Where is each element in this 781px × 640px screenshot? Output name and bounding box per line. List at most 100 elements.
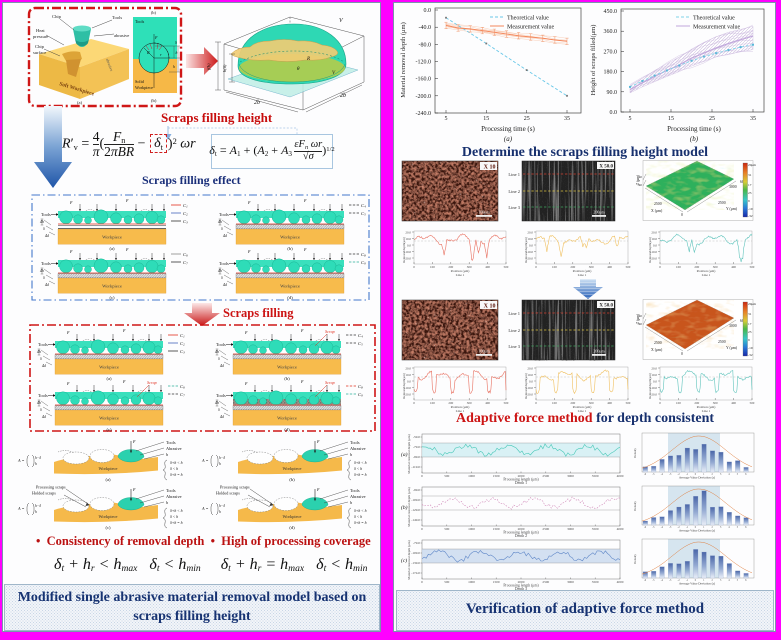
svg-text:Workpiece: Workpiece	[102, 235, 122, 240]
svg-text:δ+h = h: δ+h = h	[354, 521, 367, 525]
svg-text:-149.0: -149.0	[411, 518, 420, 522]
svg-text:F: F	[300, 379, 304, 384]
svg-text:-10.0: -10.0	[650, 386, 657, 390]
svg-text:90.0: 90.0	[607, 90, 618, 96]
svg-text:Workpiece: Workpiece	[283, 514, 302, 519]
svg-text:Δh: Δh	[39, 220, 44, 224]
svg-text:X 10: X 10	[484, 165, 496, 171]
svg-text:500: 500	[626, 401, 631, 405]
svg-text:C5: C5	[358, 341, 363, 347]
svg-text:Position (μm): Position (μm)	[697, 405, 716, 409]
svg-text:15: 15	[483, 116, 489, 122]
svg-text:31: 31	[748, 312, 752, 316]
svg-text:Workpiece: Workpiece	[277, 416, 297, 421]
svg-text:Δd: Δd	[41, 364, 46, 368]
svg-text:500: 500	[444, 580, 449, 584]
svg-text:-40.0: -40.0	[419, 25, 432, 31]
svg-text:Δh: Δh	[36, 401, 41, 405]
svg-text:-2: -2	[678, 473, 681, 476]
svg-text:Tools: Tools	[112, 15, 122, 20]
svg-text:20.0: 20.0	[651, 367, 657, 371]
svg-text:-20.0: -20.0	[650, 393, 657, 397]
svg-text:-3: -3	[669, 526, 672, 529]
svg-text:h−δ: h−δ	[219, 456, 225, 460]
svg-text:Z (μm): Z (μm)	[636, 313, 640, 324]
svg-text:Tools: Tools	[350, 488, 360, 493]
svg-text:1: 1	[703, 526, 705, 529]
svg-text:(b): (b)	[151, 10, 156, 15]
svg-text:δ+h < h: δ+h < h	[354, 461, 367, 465]
svg-text:Solid: Solid	[135, 79, 145, 84]
svg-text:-5: -5	[652, 579, 655, 582]
svg-text:-109.0: -109.0	[411, 498, 420, 502]
svg-text:Processing length (μm): Processing length (μm)	[503, 531, 539, 535]
svg-text:-240.0: -240.0	[416, 111, 432, 117]
svg-text:Workpiece: Workpiece	[102, 284, 122, 289]
svg-text:pressure: pressure	[33, 34, 48, 39]
svg-text:3500: 3500	[592, 580, 599, 584]
svg-text:Processing length (μm): Processing length (μm)	[503, 478, 539, 482]
svg-text:Depth 1: Depth 1	[534, 357, 547, 362]
svg-text:F: F	[125, 247, 129, 252]
svg-text:Measurement value: Measurement value	[507, 25, 554, 31]
svg-text:-99.0: -99.0	[413, 455, 420, 459]
svg-text:Density: Density	[633, 554, 637, 564]
svg-text:20.0: 20.0	[527, 367, 533, 371]
svg-text:40: 40	[639, 314, 643, 318]
svg-text:5: 5	[629, 116, 632, 122]
svg-text:Line 1: Line 1	[456, 273, 465, 276]
svg-text:Δh: Δh	[36, 350, 41, 354]
svg-text:-10.0: -10.0	[650, 250, 657, 254]
svg-text:3000: 3000	[729, 324, 737, 328]
svg-text:23: 23	[748, 330, 752, 334]
svg-text:40: 40	[639, 175, 643, 179]
svg-text:-5: -5	[652, 526, 655, 529]
svg-text:-79.0: -79.0	[413, 445, 420, 449]
svg-text:Removal depth(μm): Removal depth(μm)	[648, 373, 652, 399]
svg-text:Tools: Tools	[350, 440, 360, 445]
svg-text:C4: C4	[361, 203, 366, 209]
svg-text:-32: -32	[748, 214, 753, 218]
svg-text:0: 0	[681, 352, 683, 356]
svg-text:200: 200	[448, 401, 453, 405]
svg-text:4000: 4000	[617, 527, 624, 531]
svg-text:Line 2: Line 2	[508, 189, 520, 194]
svg-text:100: 100	[552, 265, 557, 269]
svg-text:Line 1: Line 1	[702, 273, 711, 276]
svg-text:(d): (d)	[284, 427, 290, 432]
svg-text:Position (μm): Position (μm)	[451, 269, 470, 273]
svg-text:(a): (a)	[77, 100, 83, 105]
svg-text:δ: δ	[221, 227, 223, 231]
svg-text:0: 0	[659, 401, 661, 405]
svg-text:3500: 3500	[592, 474, 599, 478]
svg-text:3000: 3000	[567, 527, 574, 531]
svg-text:10.0: 10.0	[405, 373, 411, 377]
svg-text:Workpiece: Workpiece	[99, 514, 118, 519]
svg-text:Workpiece: Workpiece	[135, 85, 153, 90]
svg-text:C8: C8	[358, 384, 363, 390]
svg-text:Removal depth(μm): Removal depth(μm)	[524, 237, 528, 263]
svg-text:-4: -4	[661, 579, 664, 582]
svg-text:Depth 3: Depth 3	[589, 357, 602, 362]
svg-text:-139.0: -139.0	[411, 561, 420, 565]
svg-text:0: 0	[681, 213, 683, 217]
svg-text:Height of scraps filled(μm): Height of scraps filled(μm)	[590, 25, 597, 96]
svg-text:5: 5	[737, 473, 739, 476]
svg-text:35: 35	[564, 116, 570, 122]
svg-text:Tools: Tools	[135, 19, 145, 24]
svg-text:R: R	[146, 50, 150, 55]
svg-text:-79.0: -79.0	[413, 541, 420, 545]
svg-text:-120.0: -120.0	[416, 60, 432, 66]
svg-text:(a): (a)	[106, 376, 112, 381]
svg-text:C1: C1	[183, 203, 188, 209]
svg-text:300: 300	[589, 401, 594, 405]
svg-text:17: 17	[748, 322, 752, 326]
svg-text:Line 1: Line 1	[702, 409, 711, 412]
svg-text:-1: -1	[686, 473, 689, 476]
svg-text:Theoretical value: Theoretical value	[693, 16, 735, 22]
svg-text:X (μm): X (μm)	[651, 348, 663, 352]
svg-text:2500: 2500	[542, 580, 549, 584]
svg-text:-2: -2	[678, 526, 681, 529]
svg-text:3000: 3000	[567, 580, 574, 584]
svg-text:F: F	[247, 249, 251, 254]
